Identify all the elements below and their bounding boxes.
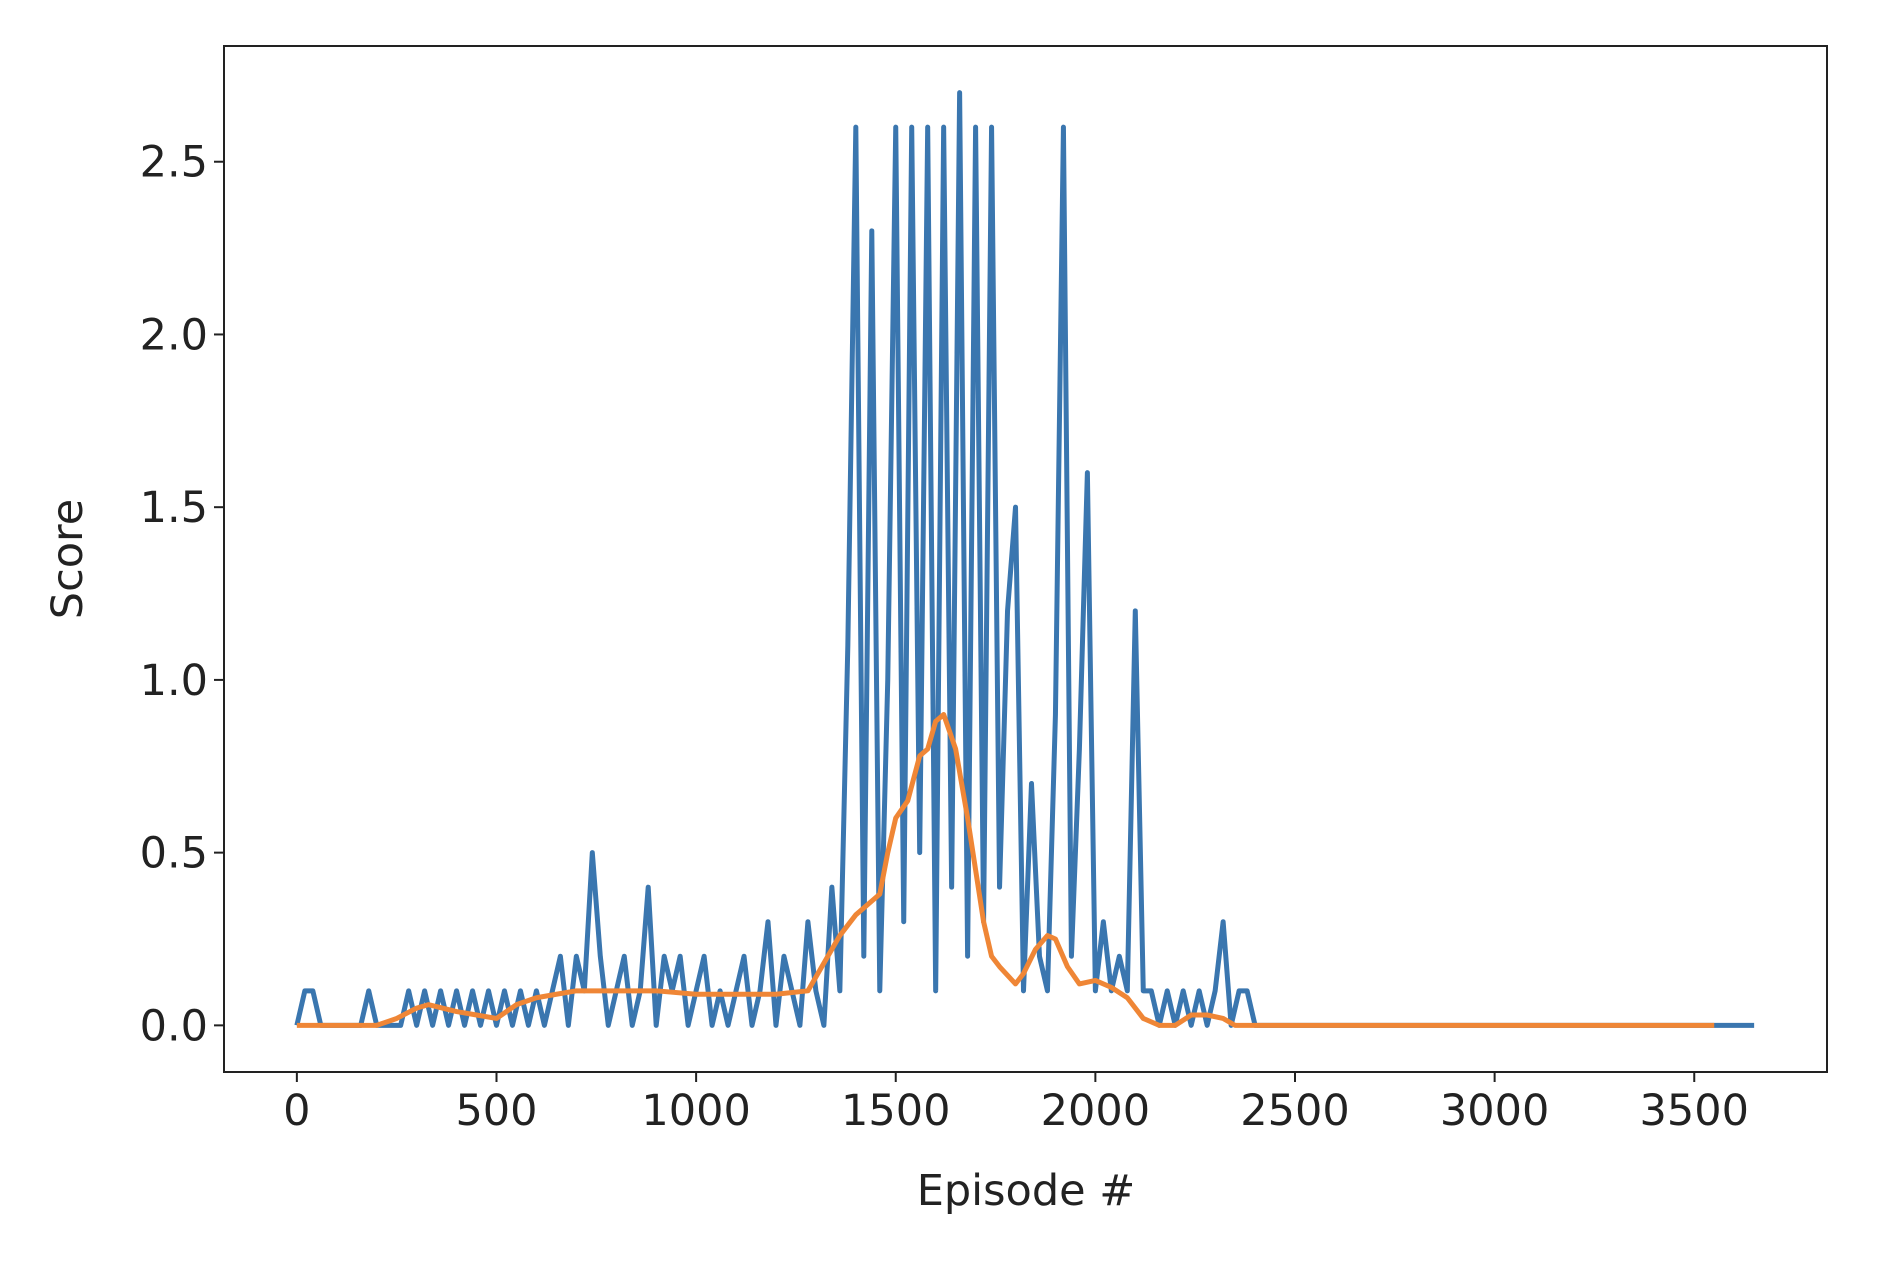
line-series bbox=[294, 90, 1755, 1028]
x-tick-label: 1000 bbox=[641, 1086, 750, 1136]
x-tick-label: 1500 bbox=[841, 1086, 950, 1136]
x-tick-label: 500 bbox=[455, 1086, 537, 1136]
x-tick-label: 2500 bbox=[1240, 1086, 1349, 1136]
y-tick-label: 0.0 bbox=[140, 1001, 208, 1051]
y-tick-label: 2.0 bbox=[140, 310, 208, 360]
x-tick-label: 0 bbox=[283, 1086, 310, 1136]
y-tick-label: 2.5 bbox=[140, 138, 208, 188]
x-tick-label: 3000 bbox=[1440, 1086, 1549, 1136]
plot-frame bbox=[223, 45, 1828, 1073]
x-tick-label: 2000 bbox=[1041, 1086, 1150, 1136]
x-axis-label: Episode # bbox=[917, 1166, 1136, 1216]
y-axis-label: Score bbox=[43, 499, 93, 619]
line-series bbox=[296, 711, 1715, 1028]
x-tick-label: 3500 bbox=[1640, 1086, 1749, 1136]
y-tick-label: 0.5 bbox=[140, 829, 208, 879]
y-tick-label: 1.0 bbox=[140, 656, 208, 706]
y-tick-label: 1.5 bbox=[140, 483, 208, 533]
